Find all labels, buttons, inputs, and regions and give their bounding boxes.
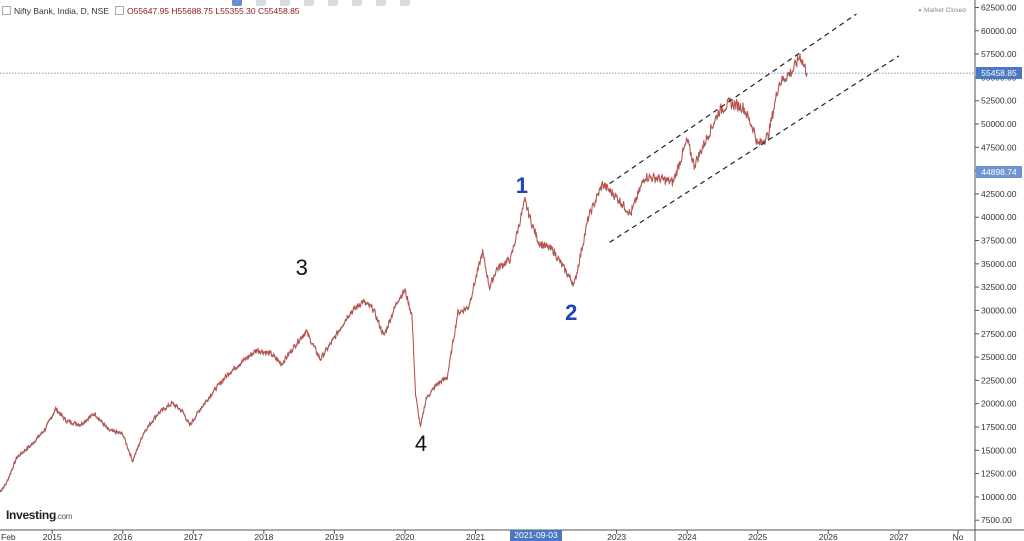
x-tick-label: 2026 — [819, 532, 838, 541]
x-tick-label: 2020 — [395, 532, 414, 541]
y-tick-label: 25000.00 — [981, 352, 1017, 362]
y-tick-label: 62500.00 — [981, 2, 1017, 12]
toolbar-tool-7-icon[interactable] — [376, 0, 386, 6]
y-tick-label: 57500.00 — [981, 49, 1017, 59]
x-tick-label: 2023 — [607, 532, 626, 541]
chart-header: Nifty Bank, India, D, NSE O55647.95 H5568… — [2, 6, 300, 16]
logo-name: Investing — [6, 508, 56, 522]
wave-label-3[interactable]: 3 — [295, 254, 308, 280]
x-tick-label: Feb — [1, 532, 16, 541]
y-tick-label: 7500.00 — [981, 515, 1012, 525]
logo-domain: .com — [55, 512, 73, 521]
y-tick-label: 17500.00 — [981, 422, 1017, 432]
x-tick-label: 2027 — [889, 532, 908, 541]
y-tick-label: 30000.00 — [981, 305, 1017, 315]
close-value: C55458.85 — [257, 6, 300, 16]
y-tick-label: 15000.00 — [981, 445, 1017, 455]
open-value: O55647.95 — [126, 6, 170, 16]
wave-label-2[interactable]: 2 — [565, 300, 578, 326]
low-value: L55355.30 — [215, 6, 256, 16]
x-tick-label: 2025 — [748, 532, 767, 541]
x-tick-label: 2015 — [43, 532, 62, 541]
high-value: H55688.75 — [171, 6, 213, 16]
y-tick-label: 32500.00 — [981, 282, 1017, 292]
y-tick-label: 37500.00 — [981, 236, 1017, 246]
toolbar-tool-4-icon[interactable] — [304, 0, 314, 6]
collapse-icon[interactable] — [2, 6, 11, 15]
wave-label-4[interactable]: 4 — [414, 430, 428, 456]
price-series-line — [0, 53, 808, 492]
y-tick-label: 40000.00 — [981, 212, 1017, 222]
y-tick-label: 42500.00 — [981, 189, 1017, 199]
investing-logo: Investing.com — [6, 508, 72, 522]
toolbar-tool-2-icon[interactable] — [256, 0, 266, 6]
x-tick-label: 2024 — [678, 532, 697, 541]
status-dot-icon: ● — [918, 7, 922, 14]
toolbar-tool-6-icon[interactable] — [352, 0, 362, 6]
toolbar-tool-5-icon[interactable] — [328, 0, 338, 6]
crosshair-date-tag: 2021-09-03 — [510, 530, 562, 541]
x-tick-label: 2021 — [466, 532, 485, 541]
y-tick-label: 35000.00 — [981, 259, 1017, 269]
y-tick-label: 50000.00 — [981, 119, 1017, 129]
x-tick-label: No — [953, 532, 964, 541]
wave-label-1[interactable]: 1 — [515, 172, 529, 198]
last-price-tag: 55458.85 — [976, 67, 1022, 80]
visibility-toggle-icon[interactable] — [114, 6, 124, 15]
market-status-label: Market Closed — [923, 7, 966, 14]
y-tick-label: 52500.00 — [981, 96, 1017, 106]
y-tick-label: 27500.00 — [981, 329, 1017, 339]
channel-trendline-1[interactable] — [609, 13, 857, 185]
y-tick-label: 12500.00 — [981, 469, 1017, 479]
y-tick-label: 22500.00 — [981, 375, 1017, 385]
toolbar-tool-3-icon[interactable] — [280, 0, 290, 6]
crosshair-price-tag: 44898.74 — [976, 165, 1022, 178]
y-tick-label: 60000.00 — [981, 26, 1017, 36]
market-status: ● Market Closed — [918, 7, 966, 14]
y-tick-label: 47500.00 — [981, 142, 1017, 152]
channel-trendline-2[interactable] — [609, 55, 900, 243]
symbol-label: Nifty Bank, India, D, NSE — [14, 6, 109, 16]
price-wick-series — [0, 54, 808, 493]
toolbar-tool-8-icon[interactable] — [400, 0, 410, 6]
y-tick-label: 10000.00 — [981, 492, 1017, 502]
x-tick-label: 2019 — [325, 532, 344, 541]
x-tick-label: 2017 — [184, 532, 203, 541]
toolbar-tool-1-icon[interactable] — [232, 0, 242, 6]
x-tick-label: 2018 — [254, 532, 273, 541]
drawing-toolbar — [232, 0, 410, 7]
y-tick-label: 20000.00 — [981, 399, 1017, 409]
x-tick-label: 2016 — [113, 532, 132, 541]
